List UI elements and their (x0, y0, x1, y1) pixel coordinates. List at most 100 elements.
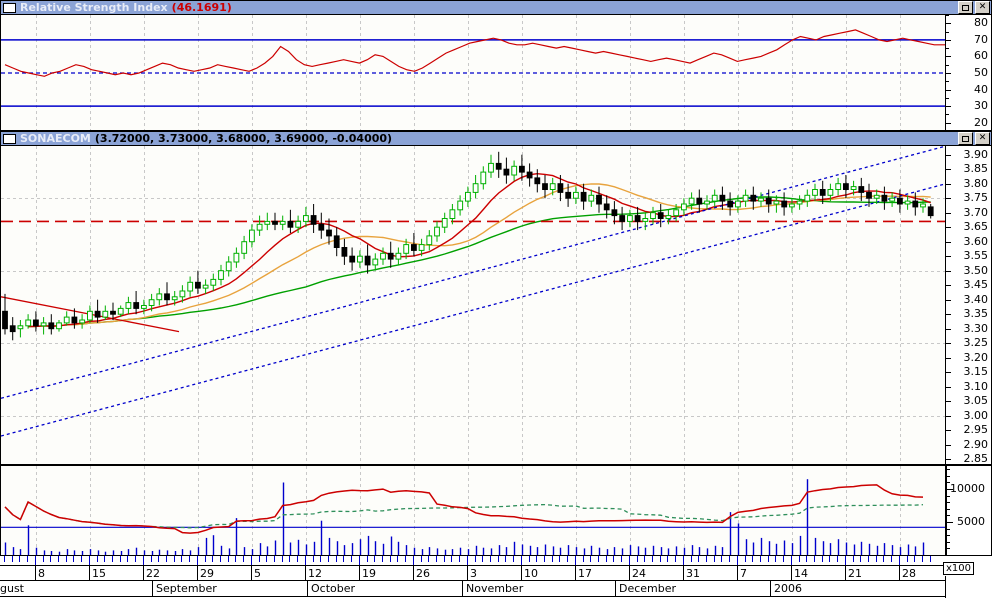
volume-plot-area: 10000 5000 (1, 466, 991, 555)
price-axis-label: 3.40 (963, 292, 989, 306)
volume-axis-tick (946, 502, 950, 504)
rsi-axis-minor-tick (946, 89, 949, 91)
price-axis-label: 3.30 (963, 321, 989, 335)
rsi-axis-label: 80 (974, 16, 988, 30)
date-day-cell: 5 (251, 566, 305, 581)
price-axis-tick (946, 444, 951, 446)
price-axis-tick (946, 256, 951, 258)
price-axis-tick (946, 198, 951, 200)
date-day-cell: 8 (35, 566, 89, 581)
price-axis-tick (946, 299, 951, 301)
volume-axis-tick (946, 541, 950, 543)
rsi-axis-minor-tick (946, 114, 949, 116)
rsi-axis-minor-tick (946, 48, 949, 50)
price-axis-label: 3.90 (963, 147, 989, 161)
date-month-cell: October (307, 581, 462, 596)
volume-axis-label: 10000 (950, 482, 985, 496)
rsi-graphic (1, 15, 946, 130)
rsi-axis-minor-tick (946, 39, 949, 41)
price-axis-label: 3.85 (963, 162, 989, 176)
maximize-icon[interactable] (958, 1, 973, 14)
ohlc-values: (3.72000, 3.73000, 3.68000, 3.69000, -0.… (94, 132, 393, 145)
price-axis-label: 3.10 (963, 379, 989, 393)
volume-multiplier-label: x100 (943, 562, 975, 575)
date-day-cell: 3 (467, 566, 521, 581)
volume-axis-label: 5000 (957, 515, 985, 529)
restore-box-icon[interactable] (3, 2, 16, 13)
rsi-axis-minor-tick (946, 31, 949, 33)
date-day-cell: 28 (899, 566, 945, 581)
volume-axis-tick (946, 535, 950, 537)
price-axis-label: 3.05 (963, 394, 989, 408)
date-day-cell: 12 (305, 566, 359, 581)
rsi-canvas (1, 15, 946, 130)
rsi-value: (46.1691) (171, 1, 232, 14)
date-day-cell: 15 (89, 566, 143, 581)
price-axis-label: 3.55 (963, 249, 989, 263)
maximize-icon[interactable] (958, 132, 973, 145)
price-axis-label: 3.50 (963, 263, 989, 277)
price-axis-tick (946, 285, 951, 287)
close-icon[interactable]: ✕ (975, 1, 990, 14)
price-axis-tick (946, 212, 951, 214)
price-axis-tick (946, 270, 951, 272)
rsi-titlebar[interactable]: Relative Strength Index (46.1691) ✕ (1, 1, 991, 15)
volume-axis-tick (946, 522, 953, 524)
candlestick-graphic (1, 146, 946, 464)
date-day-row: 8 15 22 29 5 12 19 26 3 10 17 24 31 7 14 21 28 (0, 565, 945, 581)
price-axis-label: 3.00 (963, 408, 989, 422)
rsi-axis-minor-tick (946, 64, 949, 66)
date-day-cell: 19 (359, 566, 413, 581)
price-axis-tick (946, 459, 951, 461)
volume-axis-tick (946, 475, 950, 477)
price-axis-tick (946, 357, 951, 359)
price-titlebar[interactable]: SONAECOM (3.72000, 3.73000, 3.68000, 3.6… (1, 132, 991, 146)
price-axis-label: 3.60 (963, 234, 989, 248)
date-day-cell: 7 (737, 566, 791, 581)
price-axis-tick (946, 430, 951, 432)
price-axis-label: 3.65 (963, 220, 989, 234)
price-window-controls: ✕ (958, 132, 990, 145)
volume-axis-tick (946, 489, 953, 491)
rsi-axis-minor-tick (946, 97, 949, 99)
date-month-cell: September (152, 581, 307, 596)
date-day-cell: 17 (575, 566, 629, 581)
price-pane: SONAECOM (3.72000, 3.73000, 3.68000, 3.6… (0, 131, 992, 465)
rsi-value-axis: 80 70 60 50 40 30 20 (945, 15, 991, 130)
price-axis-tick (946, 241, 951, 243)
rsi-axis-minor-tick (946, 23, 949, 25)
volume-axis-spine (946, 466, 947, 555)
price-axis-tick (946, 328, 951, 330)
price-axis-tick (946, 415, 951, 417)
rsi-axis-minor-tick (946, 15, 949, 16)
date-month-cell: November (462, 581, 615, 596)
rsi-axis-minor-tick (946, 73, 949, 74)
price-axis-tick (946, 314, 951, 316)
restore-box-icon[interactable] (3, 133, 16, 144)
volume-axis-tick (946, 548, 950, 550)
date-day-cell: 10 (521, 566, 575, 581)
rsi-axis-minor-tick (946, 81, 949, 83)
rsi-axis-label: 20 (974, 115, 988, 129)
rsi-axis-label: 60 (974, 49, 988, 63)
date-month-row: gust September October November December 2006 (0, 581, 945, 597)
rsi-plot-area: 80 70 60 50 40 30 20 (1, 15, 991, 130)
price-axis-label: 3.15 (963, 365, 989, 379)
rsi-axis-minor-tick (946, 106, 949, 108)
symbol-title: SONAECOM (20, 132, 91, 145)
rsi-window-controls: ✕ (958, 1, 990, 14)
price-axis-tick (946, 154, 951, 156)
volume-axis-tick (946, 508, 950, 510)
price-axis-label: 3.75 (963, 191, 989, 205)
price-value-axis: 3.90 3.85 3.80 3.75 3.70 3.65 3.60 3.55 3.50 3.45… (945, 146, 991, 464)
price-axis-label: 2.95 (963, 423, 989, 437)
price-axis-label: 3.20 (963, 350, 989, 364)
axis-corner-filler (945, 576, 992, 598)
close-icon[interactable]: ✕ (975, 132, 990, 145)
date-month-cell: gust (0, 582, 24, 595)
date-day-cell: 29 (197, 566, 251, 581)
date-day-cell: 21 (845, 566, 899, 581)
date-axis: 8 15 22 29 5 12 19 26 3 10 17 24 31 7 14 21 28 gust Septe… (0, 556, 992, 598)
volume-axis-tick (946, 469, 950, 471)
